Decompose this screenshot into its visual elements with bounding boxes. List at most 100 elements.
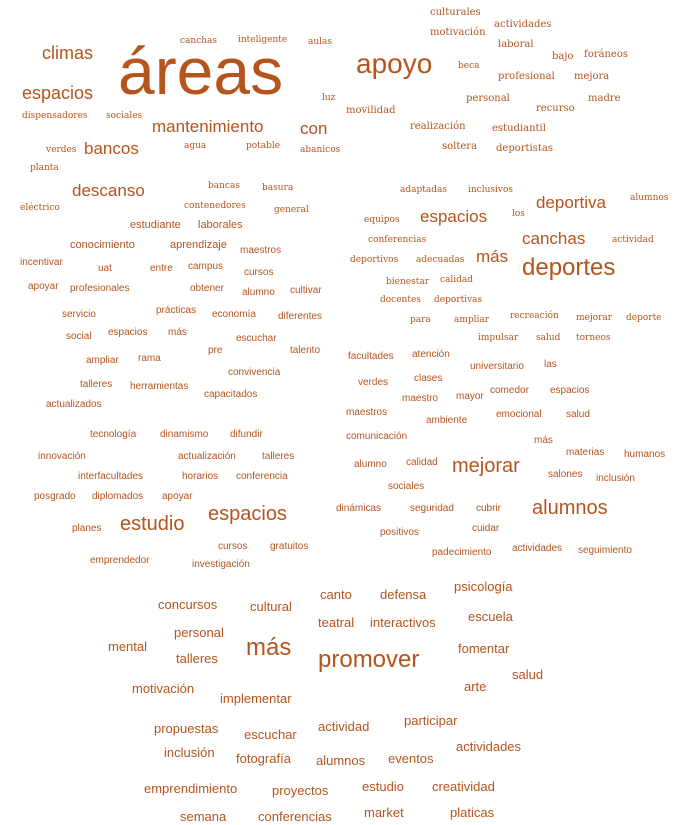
cloud-word: gratuitos <box>270 541 309 552</box>
cloud-word: atención <box>412 349 450 360</box>
cloud-word: canchas <box>522 229 586 248</box>
cloud-word: actividad <box>318 719 370 734</box>
cloud-word: bancos <box>84 139 139 158</box>
cloud-word: comedor <box>490 385 529 396</box>
cloud-word: obtener <box>190 283 224 294</box>
cloud-word: escuchar <box>236 333 277 344</box>
cloud-word: mantenimiento <box>152 117 264 136</box>
cloud-word: con <box>300 119 328 138</box>
cloud-word: concursos <box>158 597 218 612</box>
cloud-word: agua <box>184 141 207 151</box>
cloud-word: espacios <box>208 503 287 525</box>
cloud-word: abanicos <box>300 145 341 155</box>
cloud-word: uat <box>98 263 112 274</box>
cloud-word: seguridad <box>410 503 454 514</box>
cloud-word: teatral <box>318 615 355 630</box>
cloud-word: propuestas <box>154 721 219 736</box>
cloud-word: beca <box>458 61 480 71</box>
cloud-word: conferencia <box>236 471 288 482</box>
cloud-word: espacios <box>420 207 488 226</box>
cloud-word: eventos <box>388 751 434 766</box>
cloud-word: inteligente <box>238 35 288 45</box>
cloud-word: sociales <box>388 481 425 492</box>
cloud-word: conferencias <box>258 809 332 824</box>
cloud-word: aprendizaje <box>170 239 227 251</box>
cloud-word: convivencia <box>228 367 281 378</box>
cloud-word: rama <box>138 353 161 364</box>
cloud-word: semana <box>180 809 227 824</box>
cloud-word: psicología <box>454 579 513 594</box>
cloud-word: market <box>364 805 404 820</box>
cloud-word: culturales <box>430 7 481 18</box>
cloud-word: climas <box>42 43 94 63</box>
cloud-word: pre <box>208 345 223 356</box>
cloud-word: dinámicas <box>336 503 382 514</box>
cloud-word: investigación <box>192 559 250 570</box>
cloud-word: verdes <box>358 377 389 388</box>
cloud-word: personal <box>466 93 510 104</box>
cloud-word: universitario <box>470 361 524 372</box>
cloud-word: implementar <box>220 691 292 706</box>
cloud-word: descanso <box>72 181 145 200</box>
cloud-word: servicio <box>62 309 96 320</box>
cloud-word: espacios <box>22 83 94 103</box>
cloud-word: emprendedor <box>90 555 150 566</box>
cloud-word: creatividad <box>432 779 495 794</box>
cloud-word: conocimiento <box>70 239 135 251</box>
cloud-word: deporte <box>626 313 662 323</box>
cloud-word: realización <box>410 121 466 132</box>
cloud-word: alumno <box>354 459 387 470</box>
cloud-word: foráneos <box>584 49 628 60</box>
cloud-word: escuela <box>468 609 513 624</box>
cloud-word: herramientas <box>130 381 189 392</box>
cloud-word: adecuadas <box>416 255 465 265</box>
cloud-word: recurso <box>536 103 575 114</box>
cloud-word: defensa <box>380 587 427 602</box>
cloud-word: actividades <box>494 19 552 30</box>
cloud-word: emocional <box>496 409 542 420</box>
cloud-word: calidad <box>440 275 474 285</box>
cloud-word: apoyo <box>356 48 433 79</box>
cloud-word: salud <box>512 667 544 682</box>
cloud-word: cuidar <box>472 523 500 534</box>
cloud-word: deportes <box>522 254 616 281</box>
cloud-word: diferentes <box>278 311 322 322</box>
cloud-word: ampliar <box>86 355 119 366</box>
cloud-word: arte <box>464 679 487 694</box>
cloud-word: cubrir <box>476 503 502 514</box>
cloud-word: dispensadores <box>22 111 88 121</box>
cloud-word: cursos <box>244 267 274 278</box>
cloud-word: canchas <box>180 36 218 46</box>
cloud-word: interactivos <box>370 615 436 630</box>
cloud-word: talleres <box>80 379 113 390</box>
cloud-word: maestros <box>240 245 282 256</box>
cloud-word: más <box>246 634 292 661</box>
cloud-word: incentivar <box>20 257 63 268</box>
cloud-word: alumnos <box>630 193 669 203</box>
cloud-word: talento <box>290 345 321 356</box>
cloud-word: difundir <box>230 429 263 440</box>
cloud-word: docentes <box>380 295 421 305</box>
cloud-word: adaptadas <box>400 185 447 195</box>
cloud-word: salud <box>566 409 590 420</box>
cloud-word: economía <box>212 309 256 320</box>
cloud-word: positivos <box>380 527 419 538</box>
cloud-word: eléctrico <box>20 203 60 213</box>
cloud-word: diplomados <box>92 491 144 502</box>
cloud-word: movilidad <box>346 105 396 116</box>
cloud-word: actividades <box>512 543 563 554</box>
cloud-word: seguimiento <box>578 545 632 556</box>
cloud-word: motivación <box>430 27 486 38</box>
cloud-word: campus <box>188 261 224 272</box>
cloud-word: contenedores <box>184 201 246 211</box>
cloud-word: estudiantil <box>492 123 546 134</box>
cloud-word: torneos <box>576 333 611 343</box>
cloud-word: deportistas <box>496 143 553 154</box>
cloud-word: cursos <box>218 541 248 552</box>
cloud-word: actividades <box>456 739 522 754</box>
cloud-word: apoyar <box>28 281 59 292</box>
cloud-word: profesionales <box>70 283 130 294</box>
cloud-word: capacitados <box>204 389 258 400</box>
cloud-word: recreación <box>510 311 559 321</box>
